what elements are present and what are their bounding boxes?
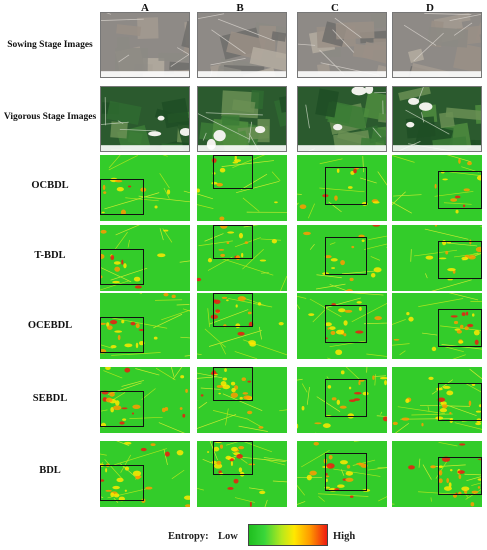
sowing-image-graphic	[393, 13, 481, 77]
row-label-sebdl: SEBDL	[32, 393, 68, 404]
entropy-map-graphic	[100, 225, 190, 291]
entropy-map-a	[100, 441, 190, 507]
vigorous-image-graphic	[298, 87, 386, 151]
entropy-map-graphic	[100, 293, 190, 359]
entropy-map-graphic	[392, 441, 482, 507]
entropy-colorbar	[248, 524, 328, 546]
highlight-box	[438, 241, 482, 279]
sowing-image-graphic	[101, 13, 189, 77]
entropy-map-graphic	[100, 441, 190, 507]
entropy-map-graphic	[297, 155, 387, 221]
entropy-map-c	[297, 155, 387, 221]
entropy-map-graphic	[100, 367, 190, 433]
row-label-ocbdl: OCBDL	[31, 180, 69, 191]
highlight-box	[438, 457, 482, 495]
column-label-d: D	[426, 2, 434, 14]
column-label-a: A	[141, 2, 149, 14]
highlight-box	[213, 441, 253, 475]
column-label-b: B	[236, 2, 244, 14]
entropy-map-graphic	[392, 367, 482, 433]
sowing-image-a	[100, 12, 190, 78]
entropy-map-graphic	[297, 441, 387, 507]
row-label-vigorous: Vigorous Stage Images	[3, 112, 97, 122]
entropy-map-graphic	[297, 225, 387, 291]
highlight-box	[213, 367, 253, 401]
row-label-t-bdl: T-BDL	[34, 250, 66, 261]
entropy-map-graphic	[197, 367, 287, 433]
entropy-map-c	[297, 441, 387, 507]
entropy-map-graphic	[392, 225, 482, 291]
entropy-map-c	[297, 293, 387, 359]
sowing-image-graphic	[198, 13, 286, 77]
vigorous-image-a	[100, 86, 190, 152]
highlight-box	[213, 293, 253, 327]
highlight-box	[213, 155, 253, 189]
entropy-map-c	[297, 367, 387, 433]
vigorous-image-graphic	[393, 87, 481, 151]
entropy-map-a	[100, 155, 190, 221]
vigorous-image-c	[297, 86, 387, 152]
entropy-map-d	[392, 155, 482, 221]
row-label-bdl: BDL	[39, 465, 61, 476]
entropy-map-d	[392, 293, 482, 359]
entropy-map-d	[392, 441, 482, 507]
entropy-map-a	[100, 225, 190, 291]
highlight-box	[325, 453, 367, 491]
sowing-image-graphic	[298, 13, 386, 77]
sowing-image-b	[197, 12, 287, 78]
entropy-map-b	[197, 367, 287, 433]
highlight-box	[325, 167, 367, 205]
column-label-c: C	[331, 2, 339, 14]
row-label-sowing: Sowing Stage Images	[7, 40, 93, 50]
highlight-box	[213, 225, 253, 259]
entropy-map-c	[297, 225, 387, 291]
sowing-image-d	[392, 12, 482, 78]
entropy-map-a	[100, 367, 190, 433]
highlight-box	[325, 305, 367, 343]
highlight-box	[100, 249, 144, 285]
highlight-box	[325, 379, 367, 417]
entropy-map-graphic	[297, 367, 387, 433]
highlight-box	[438, 309, 482, 347]
vigorous-image-d	[392, 86, 482, 152]
entropy-map-a	[100, 293, 190, 359]
legend-high-label: High	[333, 531, 356, 542]
highlight-box	[100, 391, 144, 427]
entropy-map-graphic	[392, 155, 482, 221]
entropy-map-d	[392, 367, 482, 433]
highlight-box	[325, 237, 367, 275]
highlight-box	[438, 383, 482, 421]
vigorous-image-graphic	[101, 87, 189, 151]
vigorous-image-graphic	[198, 87, 286, 151]
entropy-map-graphic	[297, 293, 387, 359]
entropy-map-d	[392, 225, 482, 291]
highlight-box	[100, 317, 144, 353]
entropy-map-graphic	[100, 155, 190, 221]
highlight-box	[100, 179, 144, 215]
highlight-box	[438, 171, 482, 209]
sowing-image-c	[297, 12, 387, 78]
highlight-box	[100, 465, 144, 501]
legend-low-label: Low	[218, 531, 238, 542]
entropy-map-graphic	[392, 293, 482, 359]
legend-title: Entropy:	[168, 531, 209, 542]
vigorous-image-b	[197, 86, 287, 152]
row-label-ocebdl: OCEBDL	[27, 320, 73, 331]
